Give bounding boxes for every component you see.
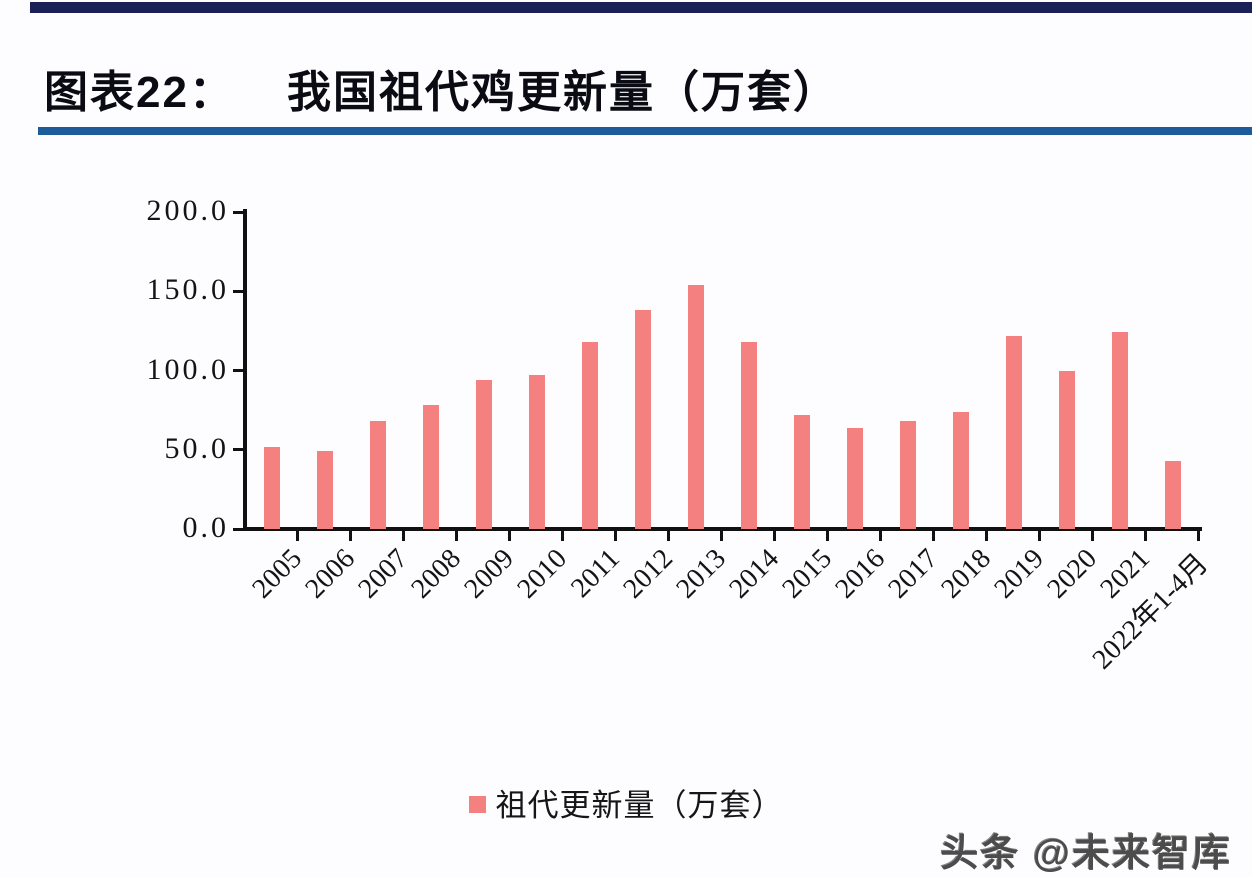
bar-2021 — [1112, 332, 1128, 529]
x-axis-tick — [985, 529, 988, 541]
x-axis-tick — [720, 529, 723, 541]
y-axis-tick — [233, 527, 245, 531]
x-axis-label: 2013 — [670, 543, 732, 605]
x-axis-label: 2020 — [1041, 543, 1103, 605]
watermark-text: 头条 @未来智库 — [940, 833, 1232, 875]
bar-2017 — [900, 421, 916, 529]
y-axis-label: 100.0 — [146, 352, 229, 386]
x-axis-label: 2014 — [723, 543, 785, 605]
x-axis-label: 2007 — [352, 543, 414, 605]
x-axis-label: 2015 — [776, 543, 838, 605]
x-axis-label: 2016 — [829, 543, 891, 605]
bar-2006 — [317, 451, 333, 529]
x-axis-tick — [402, 529, 405, 541]
bar-2011 — [582, 341, 598, 529]
bar-2005 — [264, 446, 280, 529]
y-axis-line — [243, 209, 247, 531]
bar-2020 — [1059, 370, 1075, 529]
x-axis-tick — [561, 529, 564, 541]
x-axis-tick — [296, 529, 299, 541]
bar-2014 — [741, 341, 757, 529]
bar-2007 — [370, 421, 386, 529]
x-axis-tick — [879, 529, 882, 541]
x-axis-label: 2005 — [246, 543, 308, 605]
y-axis-label: 0.0 — [182, 511, 229, 544]
legend-color-swatch — [468, 795, 486, 813]
y-axis-label: 150.0 — [146, 273, 229, 307]
bar-2019 — [1006, 335, 1022, 529]
x-axis-label: 2006 — [299, 543, 361, 605]
bar-2010 — [529, 375, 545, 529]
x-axis-tick — [349, 529, 352, 541]
bar-2022年1-4月 — [1165, 460, 1181, 529]
y-axis-tick — [233, 210, 245, 214]
x-axis-tick — [773, 529, 776, 541]
x-axis-tick — [508, 529, 511, 541]
y-axis-tick — [233, 448, 245, 452]
chart-legend: 祖代更新量（万套） — [0, 780, 1252, 825]
chart-header: 图表22： 我国祖代鸡更新量（万套） — [44, 56, 839, 120]
bar-2012 — [635, 310, 651, 529]
x-axis-tick — [1091, 529, 1094, 541]
y-axis-tick — [233, 289, 245, 293]
x-axis-label: 2018 — [935, 543, 997, 605]
y-axis-label: 200.0 — [146, 194, 229, 227]
page-title: 我国祖代鸡更新量（万套） — [286, 68, 839, 117]
x-axis-label: 2009 — [458, 543, 520, 605]
legend-series-label: 祖代更新量（万套） — [495, 788, 784, 823]
top-accent-bar — [30, 2, 1252, 13]
x-axis-tick — [1038, 529, 1041, 541]
y-axis-label: 50.0 — [164, 431, 229, 465]
x-axis-tick — [614, 529, 617, 541]
x-axis-label: 2012 — [617, 543, 679, 605]
x-axis-label: 2010 — [511, 543, 573, 605]
x-axis-tick — [826, 529, 829, 541]
x-axis-label: 2017 — [882, 543, 944, 605]
bar-2008 — [423, 405, 439, 529]
bar-2016 — [847, 427, 863, 529]
bar-2018 — [953, 411, 969, 529]
x-axis-tick — [1144, 529, 1147, 541]
x-axis-tick — [1197, 529, 1200, 541]
x-axis-tick — [667, 529, 670, 541]
x-axis-label: 2019 — [988, 543, 1050, 605]
bar-2009 — [476, 380, 492, 529]
x-axis-label: 2008 — [405, 543, 467, 605]
x-axis-tick — [932, 529, 935, 541]
figure-number-label: 图表22： — [44, 68, 235, 117]
y-axis-tick — [233, 369, 245, 372]
title-divider-line — [38, 127, 1252, 135]
bar-2013 — [688, 284, 704, 529]
x-axis-label: 2011 — [565, 543, 626, 604]
x-axis-tick — [455, 529, 458, 541]
bar-2015 — [794, 414, 810, 529]
